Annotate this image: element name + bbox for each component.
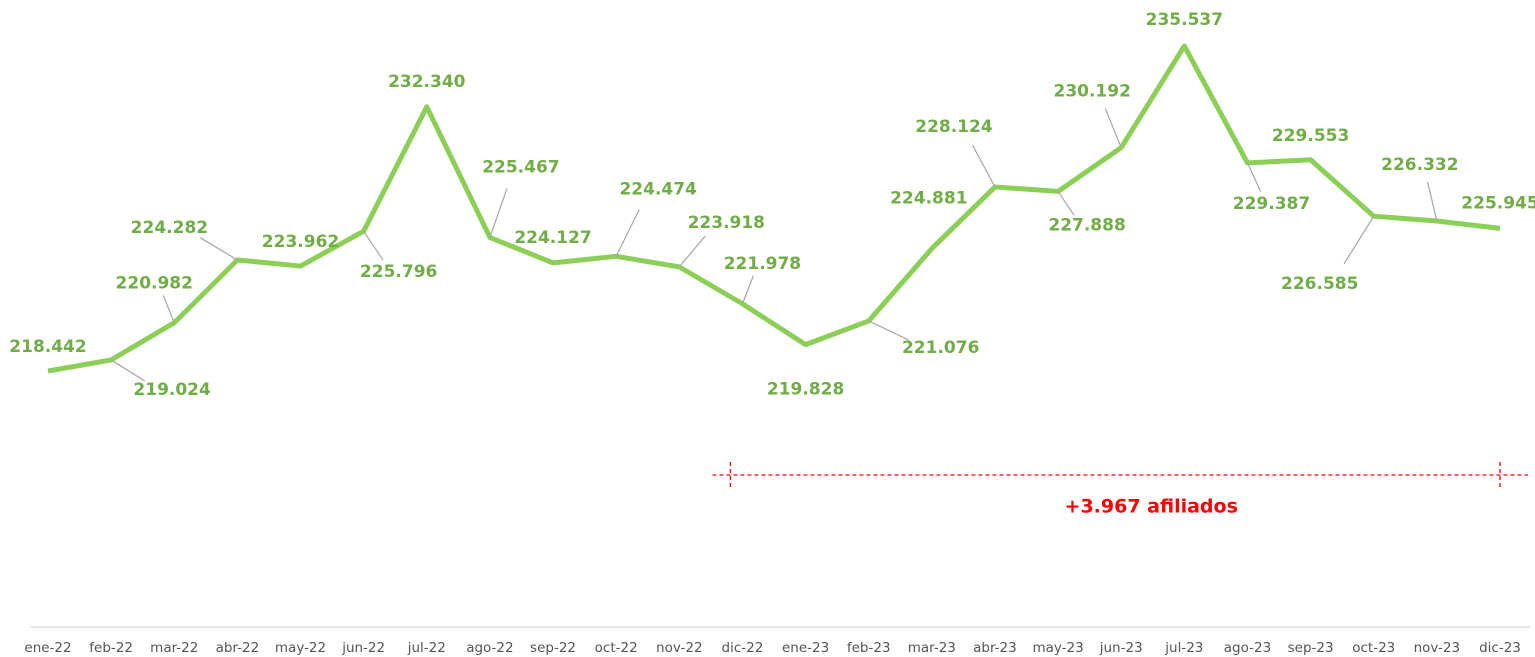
data-label: 223.962: [262, 232, 339, 252]
x-tick-label: may-22: [275, 640, 326, 656]
x-tick-label: jul-22: [407, 640, 446, 656]
x-tick-label: abr-23: [973, 640, 1017, 656]
data-label: 225.945: [1461, 193, 1535, 213]
x-tick-label: jul-23: [1164, 640, 1203, 656]
leader-line: [1426, 181, 1438, 222]
annotation: +3.967 afiliados: [1065, 496, 1238, 518]
line: [47, 43, 1501, 374]
leader-line: [489, 188, 508, 238]
x-tick-label: nov-23: [1414, 640, 1461, 656]
data-label: 228.124: [915, 117, 993, 137]
leader-line: [162, 295, 175, 323]
x-tick-label: ene-23: [782, 640, 829, 656]
leader-line: [199, 237, 238, 261]
x-tick-label: oct-23: [1352, 640, 1395, 656]
data-label: 219.828: [767, 380, 844, 400]
x-tick-label: ago-22: [466, 640, 513, 656]
x-tick-label: ago-23: [1224, 640, 1271, 656]
leader-line: [1104, 108, 1122, 148]
data-label: 221.076: [902, 338, 979, 358]
data-label: 230.192: [1053, 82, 1130, 102]
data-label: 221.978: [724, 254, 801, 274]
data-label: 226.585: [1281, 274, 1358, 294]
data-label: 227.888: [1048, 215, 1125, 235]
x-tick-label: may-23: [1032, 640, 1083, 656]
data-label: 235.537: [1146, 10, 1223, 30]
leader-line: [678, 235, 706, 268]
data-label: 225.467: [482, 157, 559, 177]
data-label: 224.127: [514, 228, 591, 248]
x-tick-label: sep-22: [530, 640, 576, 656]
data-label: 220.982: [116, 274, 193, 294]
leader-line: [615, 209, 640, 257]
leader-line: [1343, 215, 1375, 265]
data-label: 219.024: [133, 380, 211, 400]
data-label: 232.340: [388, 72, 466, 92]
data-label: 223.918: [688, 213, 765, 233]
x-tick-label: feb-22: [89, 640, 133, 656]
leader-line: [741, 275, 754, 304]
data-label: 225.796: [360, 262, 437, 282]
x-tick-label: dic-23: [1479, 640, 1521, 656]
leader-line: [971, 144, 996, 188]
x-tick-label: feb-23: [847, 640, 891, 656]
x-tick-label: ene-22: [24, 640, 71, 656]
data-label: 224.474: [619, 179, 697, 199]
data-label: 218.442: [9, 337, 86, 357]
x-tick-label: nov-22: [656, 640, 703, 656]
x-tick-label: jun-23: [1099, 640, 1143, 656]
leader-line: [363, 230, 384, 261]
data-label: 226.332: [1381, 155, 1458, 175]
leader-line: [1057, 191, 1075, 216]
x-tick-label: dic-22: [722, 640, 764, 656]
x-tick-label: jun-22: [341, 640, 385, 656]
data-label: 224.282: [131, 218, 208, 238]
x-tick-label: abr-22: [216, 640, 260, 656]
x-tick-label: mar-22: [150, 640, 198, 656]
leader-line: [868, 320, 909, 341]
leader-line: [110, 359, 145, 382]
data-label: 229.553: [1272, 126, 1349, 146]
data-label: 224.881: [890, 189, 967, 209]
x-tick-label: sep-23: [1288, 640, 1334, 656]
leader-line: [1246, 162, 1262, 192]
x-tick-label: mar-23: [908, 640, 956, 656]
data-label: 229.387: [1233, 194, 1310, 214]
x-tick-label: oct-22: [595, 640, 638, 656]
